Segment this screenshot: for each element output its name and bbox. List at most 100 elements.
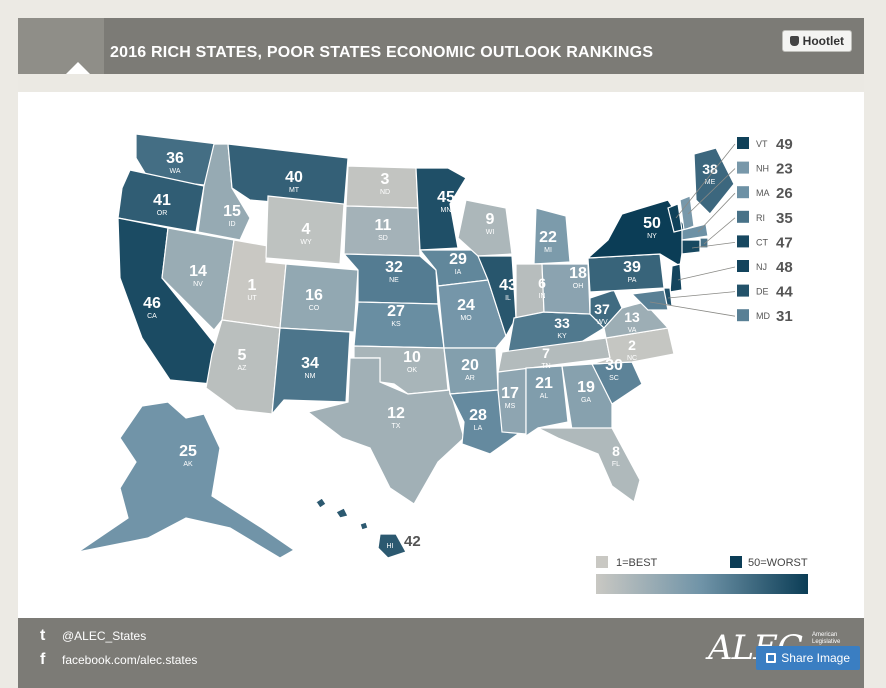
state-wi (457, 199, 513, 257)
state-rank-wy: 4 (302, 221, 311, 238)
state-ct (681, 239, 701, 255)
state-rank-me: 38 (702, 161, 718, 177)
state-rank-mi: 22 (539, 229, 557, 246)
state-rank-ks: 27 (387, 303, 405, 320)
state-or (117, 169, 205, 233)
callout-line-md (649, 301, 736, 317)
state-label-ny: NY (647, 233, 657, 240)
state-rank-la: 28 (469, 407, 487, 424)
state-rank-ok: 10 (403, 349, 421, 366)
state-rank-nd: 3 (381, 171, 390, 188)
state-va (603, 301, 670, 339)
state-ak (77, 401, 296, 559)
state-label-ca: CA (147, 313, 157, 320)
state-rank-wi: 9 (486, 211, 495, 228)
state-label-va: VA (628, 327, 637, 334)
state-rank-il: 43 (499, 277, 517, 294)
state-label-ne: NE (389, 277, 399, 284)
callout-swatch-md (737, 309, 749, 322)
state-rank-mt: 40 (285, 169, 303, 186)
state-label-wi: WI (486, 229, 495, 236)
state-rank-nm: 34 (301, 355, 319, 372)
state-label-ky: KY (557, 333, 567, 340)
state-nj (669, 263, 683, 293)
owl-icon (789, 36, 799, 46)
best-label: 1=BEST (616, 557, 658, 569)
state-label-mn: MN (441, 207, 452, 214)
callout-abbr-vt: VT (756, 139, 768, 149)
state-label-ms: MS (505, 403, 516, 410)
state-label-il: IL (505, 295, 511, 302)
infographic-frame: 2016 RICH STATES, POOR STATES ECONOMIC O… (18, 18, 864, 688)
callout-abbr-ma: MA (756, 188, 770, 198)
best-swatch (596, 556, 608, 568)
worst-swatch (730, 556, 742, 568)
callout-abbr-nj: NJ (756, 262, 767, 272)
state-nm (271, 327, 351, 416)
callout-swatch-ma (737, 186, 749, 199)
state-rank-ia: 29 (449, 251, 467, 268)
state-label-or: OR (157, 210, 168, 217)
state-il (477, 255, 517, 338)
share-image-label: Share Image (781, 651, 850, 665)
state-rank-oh: 18 (569, 265, 587, 282)
state-label-hi: HI (387, 543, 394, 550)
header-triangle (64, 62, 92, 76)
callout-abbr-ct: CT (756, 237, 768, 247)
state-fl (537, 427, 641, 503)
state-rank-ne: 32 (385, 259, 403, 276)
callout-line-de (667, 291, 736, 299)
state-label-nc: NC (627, 355, 637, 362)
share-image-button[interactable]: Share Image (756, 646, 860, 670)
header-strip (18, 74, 864, 92)
header-bar: 2016 RICH STATES, POOR STATES ECONOMIC O… (18, 18, 864, 92)
state-in (515, 263, 545, 319)
callout-line-ma (697, 192, 736, 233)
state-label-wv: WV (596, 319, 608, 326)
callout-swatch-vt (737, 137, 749, 149)
state-label-sc: SC (609, 375, 619, 382)
state-rank-tx: 12 (387, 405, 405, 422)
state-label-nm: NM (305, 373, 316, 380)
twitter-line[interactable]: t @ALEC_States (40, 628, 146, 644)
state-rank-ky: 33 (554, 315, 570, 331)
state-rank-or: 41 (153, 192, 171, 209)
state-rank-ny: 50 (643, 215, 661, 232)
callout-swatch-ri (737, 210, 749, 223)
state-rank-ca: 46 (143, 295, 161, 312)
callout-abbr-nh: NH (756, 164, 769, 174)
twitter-icon: t (40, 627, 46, 644)
state-label-ks: KS (391, 321, 401, 328)
scale-gradient-bar (596, 574, 808, 594)
state-label-wa: WA (169, 168, 180, 175)
callout-swatch-nh (737, 161, 749, 174)
state-mo (437, 279, 507, 349)
state-label-co: CO (309, 305, 320, 312)
layers-icon (766, 653, 777, 663)
state-label-tn: TN (541, 363, 550, 370)
state-hi (315, 497, 407, 559)
state-label-ak: AK (183, 461, 193, 468)
state-me (693, 147, 735, 215)
callout-line-ri (703, 217, 736, 245)
state-label-pa: PA (628, 277, 637, 284)
callout-swatch-de (737, 284, 749, 297)
state-rank-mn: 45 (437, 189, 455, 206)
callout-line-vt (675, 143, 736, 219)
callout-abbr-de: DE (756, 287, 769, 297)
state-rank-id: 15 (223, 203, 241, 220)
callout-abbr-md: MD (756, 311, 770, 321)
hootlet-button[interactable]: Hootlet (781, 30, 852, 52)
state-wy (265, 195, 345, 265)
state-rank-ut: 1 (248, 277, 257, 294)
facebook-line[interactable]: f facebook.com/alec.states (40, 652, 197, 668)
state-label-id: ID (229, 221, 236, 228)
state-label-ga: GA (581, 397, 591, 404)
state-rank-in: 6 (538, 275, 546, 291)
state-label-me: ME (705, 179, 716, 186)
twitter-handle: @ALEC_States (62, 629, 147, 643)
worst-label: 50=WORST (748, 557, 808, 569)
callout-swatch-ct (737, 235, 749, 248)
state-label-ok: OK (407, 367, 417, 374)
